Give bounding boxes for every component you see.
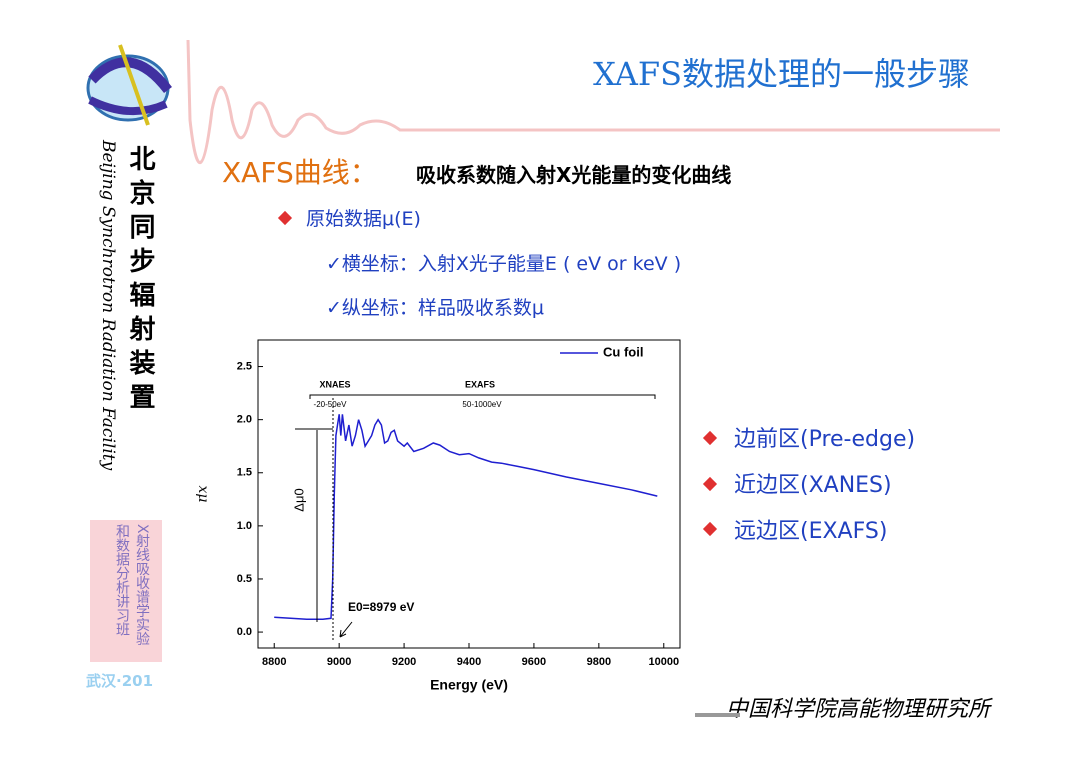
bullet-icon — [702, 476, 718, 492]
y-tick-label: 2.5 — [237, 360, 252, 372]
bullet-icon — [702, 430, 718, 446]
annotation: EXAFS — [465, 379, 495, 389]
y-tick-label: 1.5 — [237, 467, 252, 479]
course-box — [90, 520, 162, 662]
annotation: 50-1000eV — [462, 400, 502, 409]
x-tick-label: 8800 — [262, 656, 286, 668]
sidebar-cn: 北京同步辐射装置 — [125, 145, 156, 417]
slide-title: XAFS数据处理的一般步骤 — [593, 55, 970, 93]
annotation: E0=8979 eV — [348, 600, 414, 614]
y-tick-label: 0.0 — [237, 626, 252, 638]
annotation: XNAES — [319, 379, 350, 389]
annotation: -20-50eV — [314, 400, 348, 409]
y-axis-label: xμ — [195, 486, 211, 503]
logo — [86, 44, 172, 126]
course-line: 和数据分析讲习班 — [114, 524, 130, 636]
region: 远边区(EXAFS) — [734, 519, 887, 544]
legend-label: Cu foil — [603, 344, 643, 359]
x-axis-label: Energy (eV) — [430, 677, 508, 693]
sub-bullet: ✓纵坐标：样品吸收系数μ — [326, 297, 544, 319]
location: 武汉·201 — [86, 672, 153, 690]
chart: 0.0 0.5 1.0 1.5 2.0 2.5 8800 9000 9200 9400 9600 98… — [195, 339, 681, 693]
sub-bullet: ✓横坐标：入射X光子能量E ( eV or keV ) — [326, 253, 681, 275]
heading: XAFS曲线： — [222, 156, 378, 189]
x-tick-label: 10000 — [648, 656, 679, 668]
x-tick-label: 9600 — [522, 656, 546, 668]
annotation: Δμ0 — [291, 488, 306, 511]
x-tick-label: 9200 — [392, 656, 416, 668]
bullet: 原始数据μ(E) — [306, 208, 421, 230]
bullet-icon — [702, 521, 718, 537]
decor-curve — [186, 39, 1000, 164]
bullet-icon — [277, 210, 293, 226]
regions: 边前区(Pre-edge) 近边区(XANES) 远边区(EXAFS) — [702, 427, 915, 544]
y-tick-label: 1.0 — [237, 520, 252, 532]
course-line: X射线吸收谱学实验 — [134, 524, 150, 646]
region: 边前区(Pre-edge) — [734, 427, 915, 452]
data-line — [274, 414, 658, 621]
sidebar-en: Beijing Synchrotron Radiation Facility — [98, 139, 118, 471]
region: 近边区(XANES) — [734, 473, 892, 498]
edge-arrow — [339, 621, 353, 638]
footer: 中国科学院高能物理研究所 — [726, 697, 993, 722]
y-tick-label: 2.0 — [237, 414, 252, 426]
x-tick-label: 9800 — [587, 656, 611, 668]
x-tick-label: 9400 — [457, 656, 481, 668]
heading-desc: 吸收系数随入射X光能量的变化曲线 — [416, 163, 731, 187]
x-tick-label: 9000 — [327, 656, 351, 668]
bracket — [309, 394, 656, 399]
y-tick-label: 0.5 — [237, 573, 252, 585]
